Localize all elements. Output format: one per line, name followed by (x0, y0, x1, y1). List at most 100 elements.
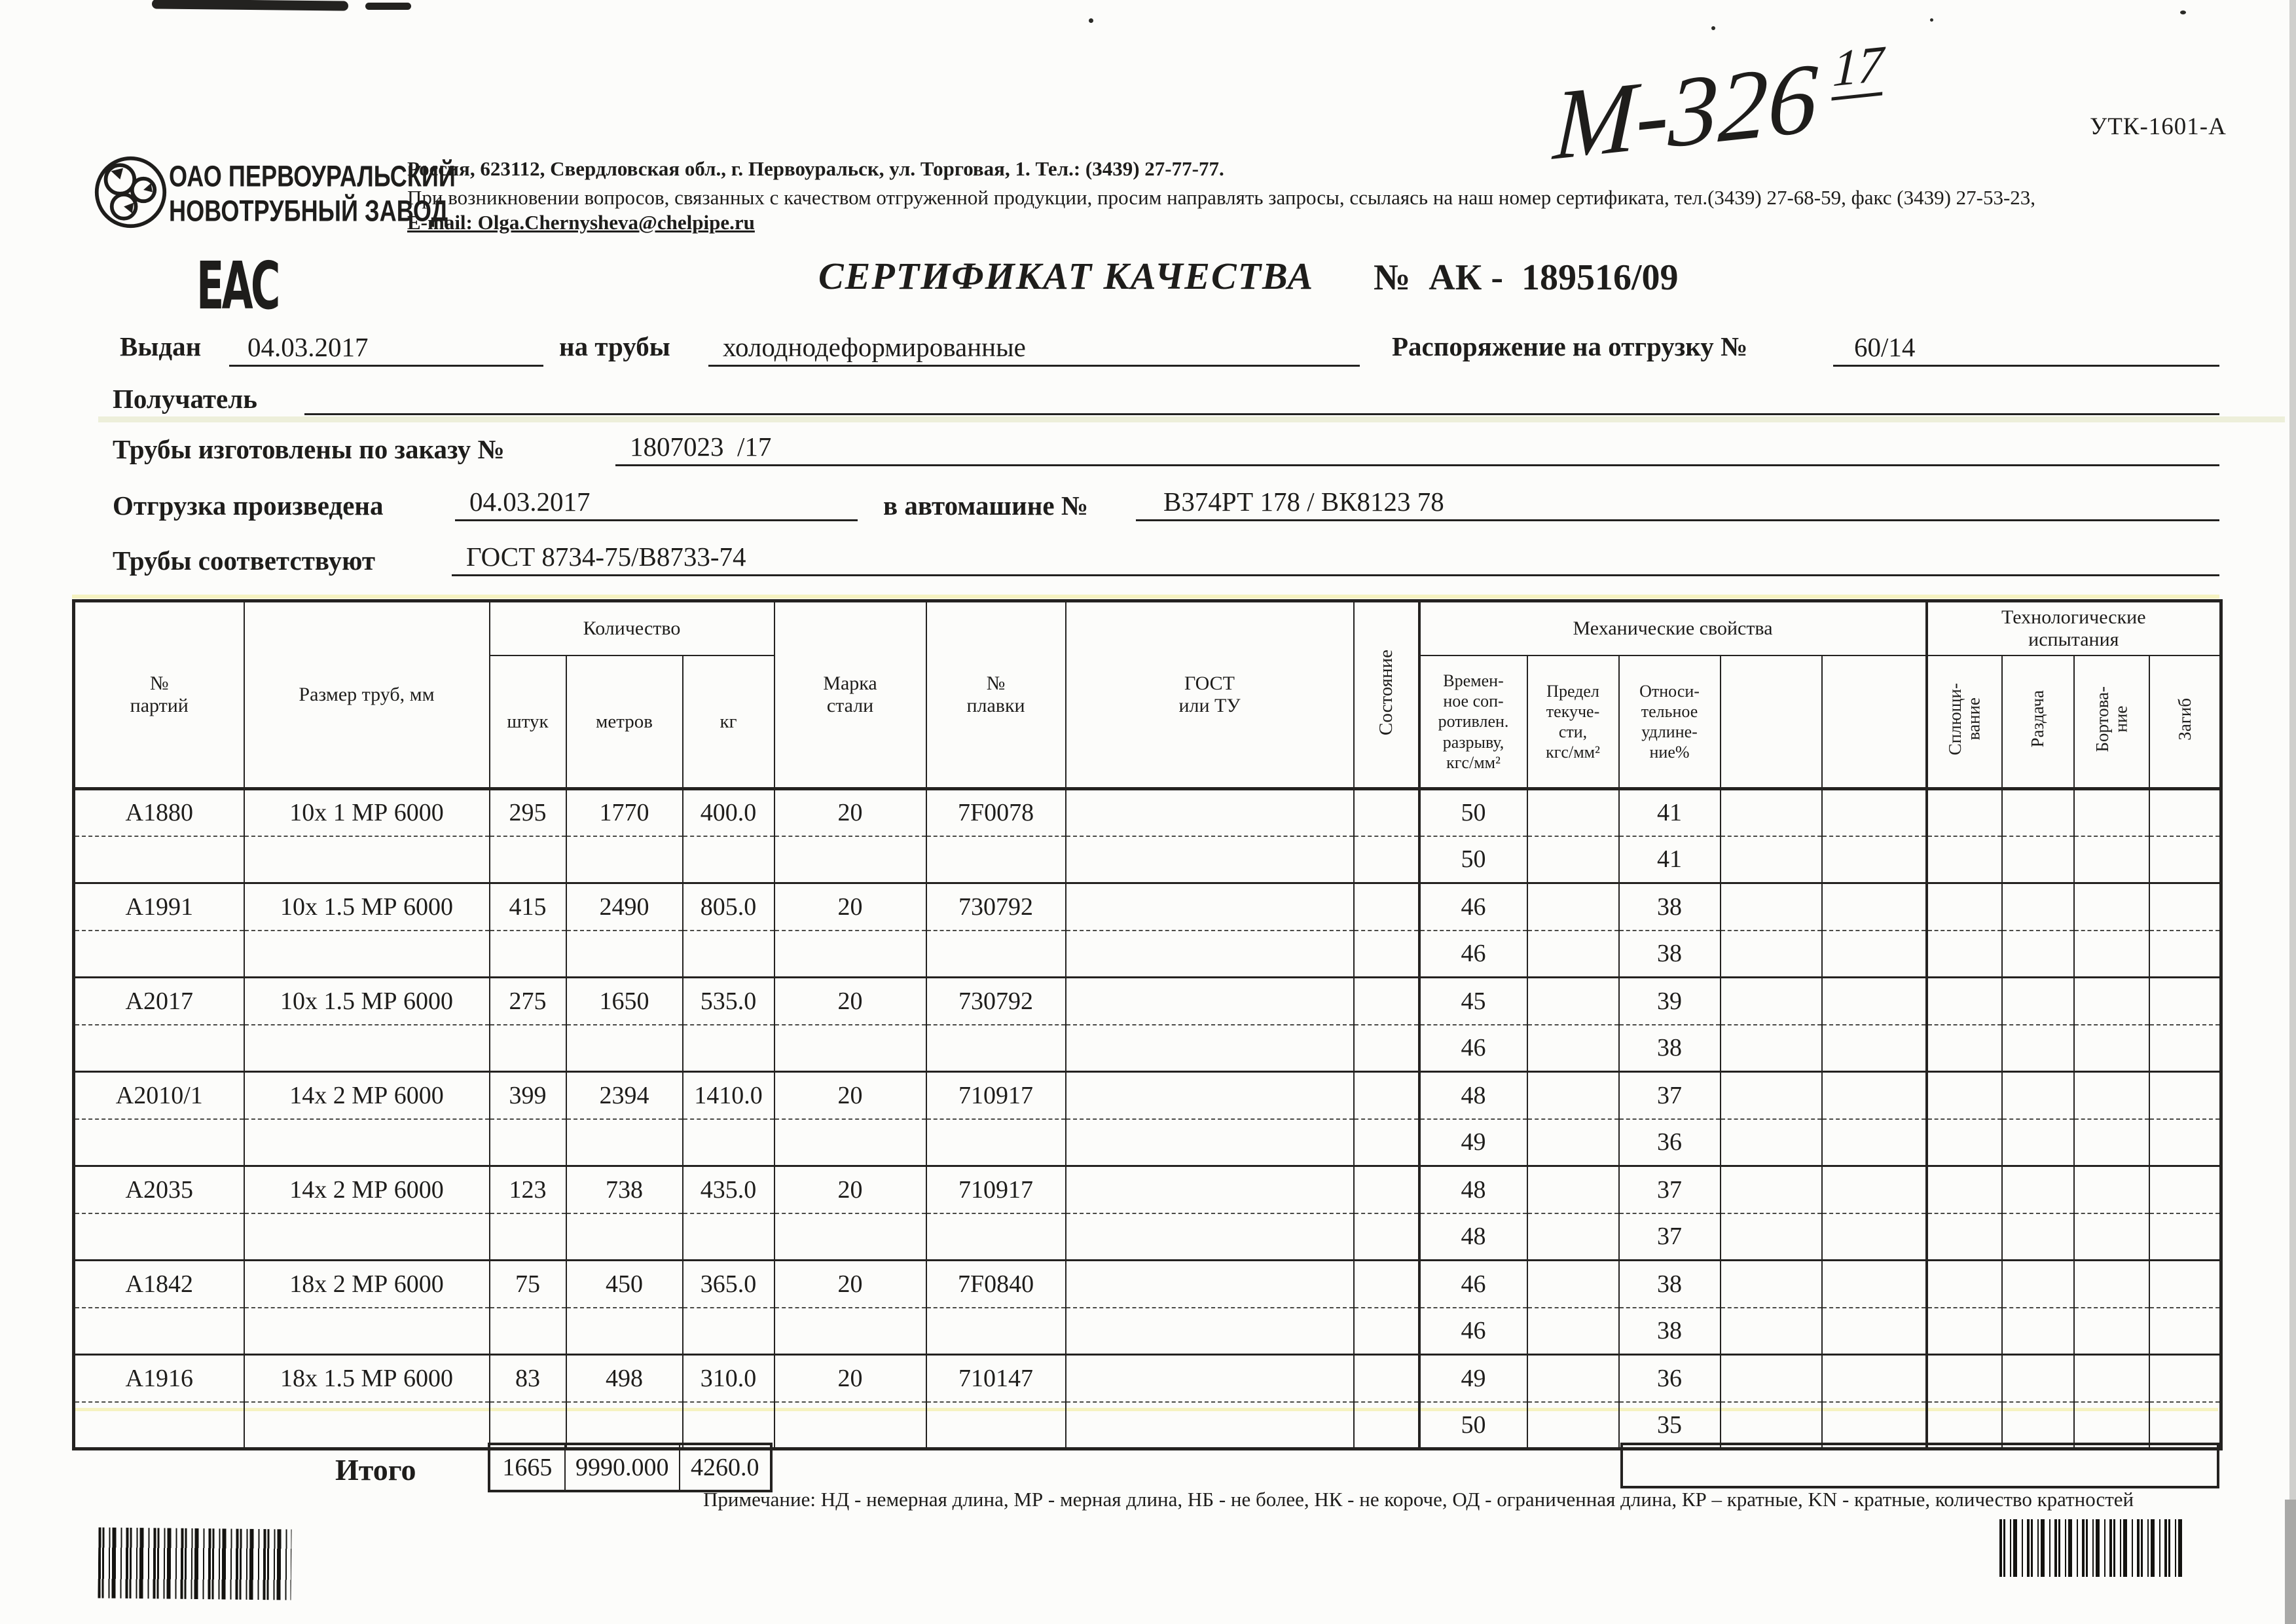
signature-box (1620, 1443, 2219, 1488)
cell-tensile: 50 (1417, 1401, 1528, 1450)
cell-meters (565, 1306, 683, 1356)
col-header-condition: Состояние (1353, 600, 1420, 790)
cell-gost (1065, 1165, 1355, 1214)
cell-yield (1526, 835, 1620, 884)
total-meters: 9990.000 (566, 1445, 680, 1490)
cell-empty (1719, 1118, 1823, 1167)
cell-expansion (2001, 1071, 2075, 1120)
cell-empty (1719, 835, 1823, 884)
truck-label: в автомашине № (883, 490, 1088, 521)
total-pcs: 1665 (490, 1445, 566, 1490)
cell-condition (1353, 882, 1420, 931)
cell-empty (1719, 1024, 1823, 1073)
cell-gost (1065, 929, 1355, 978)
col-header-kg: кг (682, 655, 775, 790)
table-row: А1880 10х 1 МР 6000 295 1770 400.0 20 7F… (73, 788, 2222, 837)
footnote: Примечание: НД - немерная длина, МР - ме… (703, 1488, 2134, 1511)
cell-expansion (2001, 1118, 2075, 1167)
cell-expansion (2001, 1259, 2075, 1308)
cell-kg: 535.0 (682, 976, 775, 1025)
cell-empty (1719, 1212, 1823, 1261)
cell-pcs (488, 835, 567, 884)
cell-yield (1526, 788, 1620, 837)
col-header-elongation: Относи- тельное удлине- ние% (1618, 655, 1721, 790)
cell-flattening (1925, 929, 2003, 978)
cell-size: 10х 1.5 МР 6000 (243, 882, 490, 931)
company-address-line2: При возникновении вопросов, связанных с … (407, 186, 2036, 209)
cell-empty (1719, 1259, 1823, 1308)
cell-size (243, 835, 490, 884)
cell-heat: 7F0078 (925, 788, 1066, 837)
company-name: ОАО ПЕРВОУРАЛЬСКИЙ НОВОТРУБНЫЙ ЗАВОД (169, 160, 456, 229)
cell-elongation: 41 (1618, 788, 1721, 837)
table-row: А2035 14х 2 МР 6000 123 738 435.0 20 710… (73, 1165, 2222, 1214)
cell-condition (1353, 1259, 1420, 1308)
cell-elongation: 39 (1618, 976, 1721, 1025)
cell-steel (773, 1401, 927, 1450)
table-row: А1991 10х 1.5 МР 6000 415 2490 805.0 20 … (73, 882, 2222, 931)
cell-meters (565, 835, 683, 884)
cell-empty (1821, 1306, 1927, 1356)
cell-elongation: 37 (1618, 1071, 1721, 1120)
cell-empty (1821, 1024, 1927, 1073)
cell-steel: 20 (773, 882, 927, 931)
cell-condition (1353, 1118, 1420, 1167)
order-label: Трубы изготовлены по заказу № (113, 434, 505, 464)
table-header-row-1: № партий Размер труб, мм Количество Марк… (73, 600, 2222, 790)
cell-elongation: 37 (1618, 1212, 1721, 1261)
cell-yield (1526, 882, 1620, 931)
cell-flattening (1925, 976, 2003, 1025)
cell-empty (1821, 1212, 1927, 1261)
cell-meters: 1770 (565, 788, 683, 837)
scan-line-artifact (72, 595, 2219, 599)
cell-heat (925, 1118, 1066, 1167)
handwritten-superscript: 17 (1831, 34, 1885, 101)
cell-gost (1065, 835, 1355, 884)
cell-expansion (2001, 1354, 2075, 1403)
cell-size (243, 1306, 490, 1356)
pipes-type-value: холоднодеформированные (708, 332, 1360, 367)
cell-heat: 7F0840 (925, 1259, 1066, 1308)
cell-kg: 400.0 (682, 788, 775, 837)
cell-empty (1821, 1165, 1927, 1214)
cell-heat: 730792 (925, 976, 1066, 1025)
cell-empty (1719, 1354, 1823, 1403)
scan-smudge (365, 3, 411, 10)
pipes-label: на трубы (559, 331, 670, 361)
cell-empty (1821, 1401, 1927, 1450)
cell-bend (2148, 1165, 2222, 1214)
cell-elongation: 38 (1618, 882, 1721, 931)
cell-flattening (1925, 1401, 2003, 1450)
col-header-gost: ГОСТ или ТУ (1065, 600, 1355, 790)
cell-elongation: 38 (1618, 1024, 1721, 1073)
cell-kg: 435.0 (682, 1165, 775, 1214)
cell-size: 14х 2 МР 6000 (243, 1071, 490, 1120)
table-row: 50 41 (73, 835, 2222, 884)
cell-kg (682, 929, 775, 978)
cell-heat: 730792 (925, 882, 1066, 931)
cell-batch (73, 1306, 245, 1356)
cell-size (243, 1212, 490, 1261)
totals-label: Итого (335, 1453, 416, 1486)
cell-yield (1526, 1401, 1620, 1450)
scan-dot (1930, 18, 1933, 22)
cell-tensile: 46 (1417, 1306, 1528, 1356)
cell-flanging (2073, 1259, 2150, 1308)
cell-flanging (2073, 1354, 2150, 1403)
cell-batch (73, 1212, 245, 1261)
cell-tensile: 45 (1417, 976, 1528, 1025)
cell-flattening (1925, 1306, 2003, 1356)
cell-size (243, 1024, 490, 1073)
cell-steel (773, 1118, 927, 1167)
table-header-row-2: штук метров кг Времен- ное соп- ротивлен… (74, 655, 2222, 790)
cell-steel (773, 929, 927, 978)
cell-flanging (2073, 1024, 2150, 1073)
cell-gost (1065, 1354, 1355, 1403)
cell-bend (2148, 1071, 2222, 1120)
cell-heat (925, 1401, 1066, 1450)
cell-gost (1065, 1071, 1355, 1120)
cell-batch: А1916 (73, 1354, 245, 1403)
cell-expansion (2001, 882, 2075, 931)
col-header-flanging: Бортова- ние (2073, 655, 2150, 790)
cell-pcs: 83 (488, 1354, 567, 1403)
